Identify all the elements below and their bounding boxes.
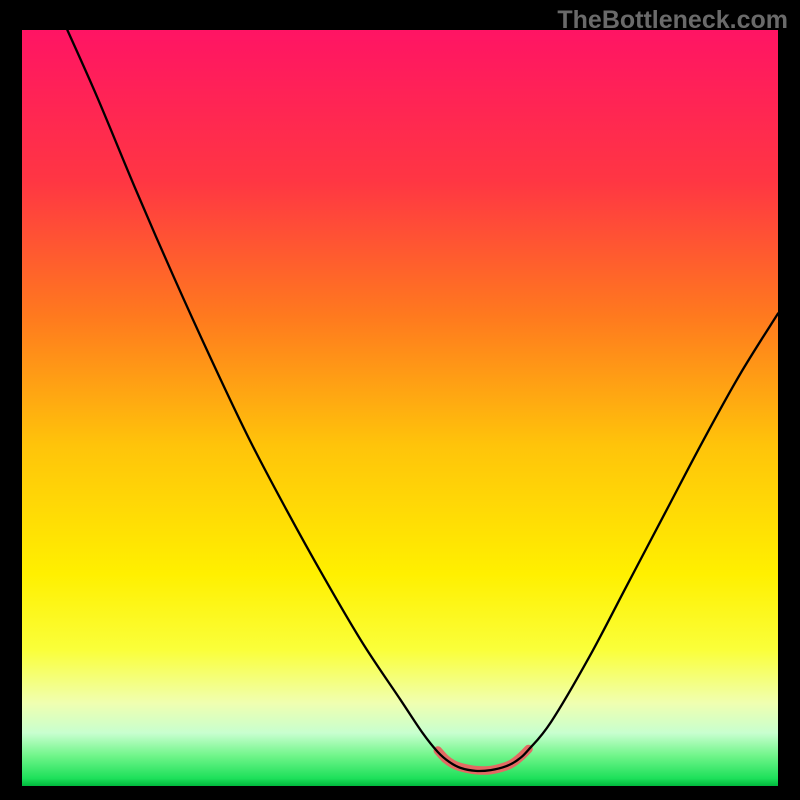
gradient-background	[22, 30, 778, 786]
chart-frame: TheBottleneck.com	[0, 0, 800, 800]
watermark-text: TheBottleneck.com	[557, 6, 788, 35]
bottleneck-curve-plot	[22, 30, 778, 786]
